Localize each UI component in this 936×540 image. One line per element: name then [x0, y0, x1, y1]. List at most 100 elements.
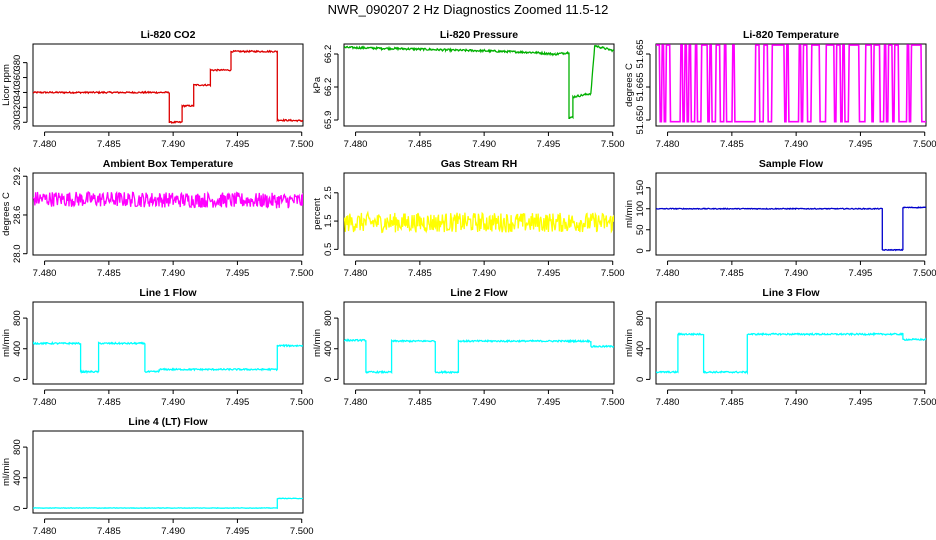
panel-3: Li-820 Temperature 7.480 7.485 7.490 7.495 7.…: [624, 29, 936, 150]
y-tick-label: 400: [323, 341, 334, 357]
plot-frame: [32, 430, 304, 514]
panel-5: Gas Stream RH 7.480 7.485 7.490 7.495 7.500 0.…: [312, 158, 625, 279]
y-axis-label: Licor ppm: [1, 64, 12, 106]
panels: Li-820 CO2 7.480 7.485 7.490 7.495 7.500 30032…: [1, 29, 936, 537]
x-tick-label: 7.480: [344, 397, 368, 408]
y-tick-label: 800: [635, 310, 646, 326]
x-tick-label: 7.490: [161, 139, 185, 150]
x-tick-label: 7.485: [97, 397, 121, 408]
y-tick-label: 28.6: [12, 206, 23, 225]
x-tick-label: 7.500: [913, 397, 936, 408]
y-axis-label: degrees C: [1, 192, 12, 236]
x-tick-label: 7.500: [290, 526, 314, 537]
x-tick-label: 7.490: [472, 397, 496, 408]
y-tick-label: 50: [635, 224, 646, 235]
plot-frame: [655, 172, 927, 256]
y-tick-label: 65.9: [323, 111, 334, 130]
y-tick-label: 0: [323, 377, 334, 382]
x-tick-label: 7.500: [913, 139, 936, 150]
x-tick-label: 7.500: [601, 139, 625, 150]
panel-title: Line 3 Flow: [762, 287, 820, 299]
x-tick-label: 7.485: [97, 268, 121, 279]
y-tick-label: 400: [12, 341, 23, 357]
y-tick-label: 380: [12, 55, 23, 71]
y-tick-label: 400: [12, 470, 23, 486]
y-tick-label: 29.2: [12, 167, 23, 186]
x-tick-label: 7.480: [344, 268, 368, 279]
y-tick-label: 300: [12, 114, 23, 130]
y-tick-label: 800: [12, 439, 23, 455]
x-tick-label: 7.480: [344, 139, 368, 150]
panel-title: Li-820 CO2: [141, 29, 196, 41]
y-tick-label: 0: [12, 506, 23, 511]
x-tick-label: 7.490: [784, 139, 808, 150]
series-line: [33, 49, 303, 125]
x-tick-label: 7.480: [33, 526, 57, 537]
plot-frame: [655, 43, 927, 127]
y-tick-label: 66.2: [323, 78, 334, 97]
y-tick-label: 0: [635, 377, 646, 382]
y-tick-label: 51.650: [635, 105, 646, 134]
y-tick-label: 51.665: [635, 72, 646, 101]
panel-7: Line 1 Flow 7.480 7.485 7.490 7.495 7.500 0 400…: [1, 287, 314, 408]
panel-title: Li-820 Pressure: [440, 29, 518, 41]
panel-6: Sample Flow 7.480 7.485 7.490 7.495 7.500 0 50 1…: [624, 158, 936, 279]
y-tick-label: 0: [12, 377, 23, 382]
panel-title: Line 2 Flow: [450, 287, 508, 299]
x-tick-label: 7.495: [226, 526, 250, 537]
y-tick-label: 0: [635, 248, 646, 253]
x-tick-label: 7.480: [33, 268, 57, 279]
y-tick-label: 340: [12, 85, 23, 101]
y-axis-label: ml/min: [312, 329, 323, 357]
y-axis-label: percent: [312, 198, 323, 230]
figure-title: NWR_090207 2 Hz Diagnostics Zoomed 11.5-…: [328, 2, 609, 17]
plot-frame: [32, 43, 304, 127]
plot-frame: [655, 301, 927, 385]
panel-title: Li-820 Temperature: [743, 29, 839, 41]
x-tick-label: 7.495: [537, 397, 561, 408]
series-line: [33, 497, 303, 510]
plot-frame: [343, 43, 615, 127]
y-tick-label: 100: [635, 201, 646, 217]
y-axis-label: ml/min: [624, 200, 635, 228]
y-tick-label: 1.5: [323, 214, 334, 227]
y-axis-label: ml/min: [1, 458, 12, 486]
x-tick-label: 7.490: [161, 526, 185, 537]
y-axis-label: ml/min: [624, 329, 635, 357]
panel-1: Li-820 CO2 7.480 7.485 7.490 7.495 7.500 30032…: [1, 29, 314, 150]
y-tick-label: 400: [635, 341, 646, 357]
x-tick-label: 7.495: [849, 139, 873, 150]
x-tick-label: 7.500: [290, 139, 314, 150]
x-tick-label: 7.495: [226, 397, 250, 408]
y-tick-label: 800: [323, 310, 334, 326]
x-tick-label: 7.500: [290, 268, 314, 279]
x-tick-label: 7.480: [656, 397, 680, 408]
series-line: [33, 190, 303, 209]
y-tick-label: 0.5: [323, 243, 334, 256]
x-tick-label: 7.485: [97, 526, 121, 537]
x-tick-label: 7.485: [720, 139, 744, 150]
y-tick-label: 2.5: [323, 186, 334, 199]
y-tick-label: 150: [635, 180, 646, 196]
x-tick-label: 7.495: [849, 268, 873, 279]
x-tick-label: 7.500: [290, 397, 314, 408]
y-tick-label: 360: [12, 70, 23, 86]
x-tick-label: 7.500: [913, 268, 936, 279]
x-tick-label: 7.495: [226, 268, 250, 279]
y-tick-label: 320: [12, 99, 23, 115]
series-line: [344, 338, 614, 375]
x-tick-label: 7.480: [656, 268, 680, 279]
x-tick-label: 7.490: [161, 268, 185, 279]
series-line: [344, 44, 614, 120]
panel-title: Line 4 (LT) Flow: [128, 416, 208, 428]
x-tick-label: 7.485: [408, 397, 432, 408]
y-tick-label: 28.0: [12, 244, 23, 263]
x-tick-label: 7.500: [601, 268, 625, 279]
panel-9: Line 3 Flow 7.480 7.485 7.490 7.495 7.500 0 400…: [624, 287, 936, 408]
y-axis-label: ml/min: [1, 329, 12, 357]
x-tick-label: 7.490: [472, 139, 496, 150]
x-tick-label: 7.495: [849, 397, 873, 408]
plot-frame: [32, 172, 304, 256]
x-tick-label: 7.480: [33, 397, 57, 408]
